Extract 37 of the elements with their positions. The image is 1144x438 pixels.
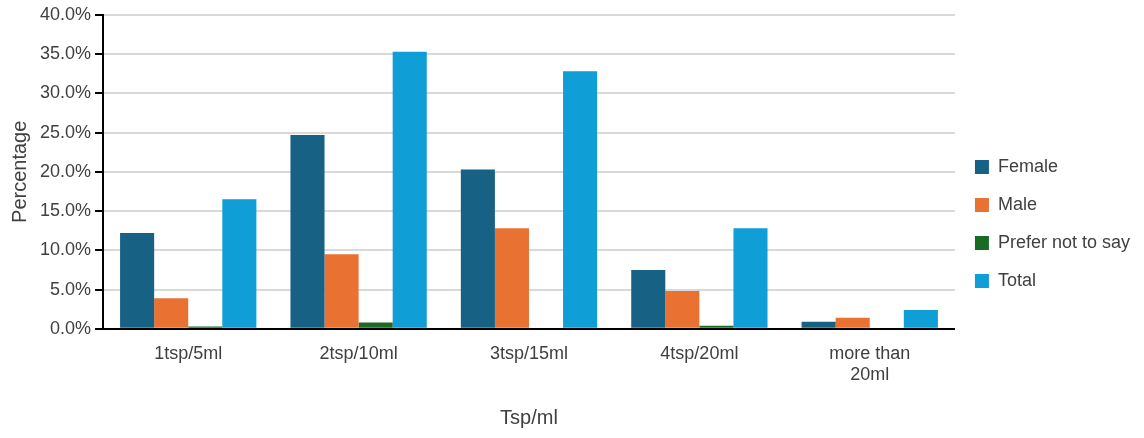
bar — [324, 254, 359, 328]
bar — [358, 322, 393, 328]
x-tick-label: more than 20ml — [829, 342, 911, 385]
bar — [494, 228, 529, 328]
y-tick-label: 20.0% — [39, 160, 92, 181]
bar — [392, 51, 427, 328]
y-tick-label: 0.0% — [50, 317, 92, 338]
bar — [665, 291, 700, 328]
bar — [290, 134, 325, 328]
y-tick-label: 5.0% — [50, 278, 92, 299]
bar — [222, 199, 257, 328]
bar — [631, 269, 666, 328]
legend-label: Prefer not to say — [997, 231, 1131, 252]
y-tick-label: 40.0% — [39, 3, 92, 24]
y-tick-label: 15.0% — [39, 200, 92, 221]
y-tick-label: 35.0% — [39, 43, 92, 64]
bar — [563, 71, 598, 328]
bar — [460, 169, 495, 328]
x-tick-label: 2tsp/10ml — [319, 342, 398, 363]
bar — [801, 321, 836, 328]
x-tick-label: 1tsp/5ml — [154, 342, 223, 363]
bar — [835, 317, 870, 328]
legend-label: Male — [997, 193, 1037, 214]
bar — [120, 233, 155, 328]
bar — [903, 309, 938, 328]
x-tick-label: 4tsp/20ml — [660, 342, 739, 363]
bar — [699, 325, 734, 328]
y-tick-label: 25.0% — [39, 121, 92, 142]
y-axis-title: Percentage — [7, 120, 30, 223]
y-tick-label: 10.0% — [39, 239, 92, 260]
legend-label: Total — [997, 269, 1036, 290]
x-axis-title: Tsp/ml — [500, 405, 558, 428]
y-tick-label: 30.0% — [39, 82, 92, 103]
bar — [154, 298, 189, 328]
bar — [733, 228, 768, 328]
legend-label: Female — [997, 155, 1058, 176]
x-tick-label: 3tsp/15ml — [489, 342, 569, 363]
